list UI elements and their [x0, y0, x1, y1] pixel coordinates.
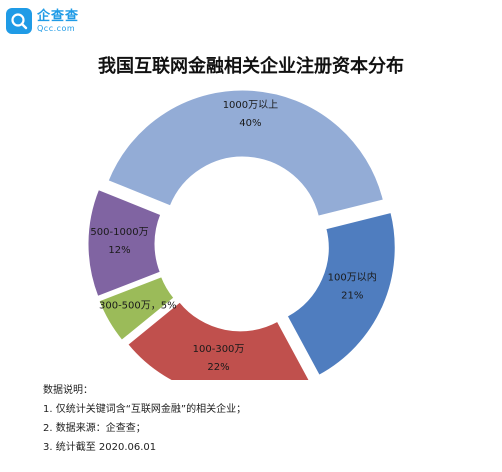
donut-slice [98, 276, 175, 341]
slice-label: 1000万以上 [223, 99, 278, 111]
donut-slice-group: 100-300万 22% [127, 301, 310, 380]
donut-slice-group: 300-500万，5% [98, 276, 177, 341]
donut-chart: 1000万以上 40% 100万以内 21% 100-300万 22% 300-500万，5… [87, 89, 396, 380]
slice-value-label: 40% [239, 118, 261, 129]
donut-slice [127, 301, 310, 380]
slice-value-label: 12% [108, 245, 130, 256]
slice-label: 100-300万 [193, 344, 245, 355]
donut-slice [107, 89, 384, 217]
data-notes: 数据说明： 1. 仅统计关键词含“互联网金融”的相关企业； 2. 数据来源：企查… [43, 381, 246, 457]
slice-label: 100万以内 [328, 271, 377, 284]
slice-value-label: 21% [341, 291, 363, 302]
chart-title: 我国互联网金融相关企业注册资本分布 [98, 56, 404, 77]
note-line: 2. 数据来源：企查查； [43, 423, 146, 434]
donut-slice-group: 500-1000万 12% [87, 188, 162, 298]
note-line: 1. 仅统计关键词含“互联网金融”的相关企业； [43, 404, 247, 415]
brand-name: 企查查 [37, 8, 80, 24]
donut-slice [87, 188, 162, 298]
brand-domain: Qcc.com [37, 23, 76, 33]
qcc-logo: 企查查 Qcc.com [6, 8, 79, 34]
donut-slice-group: 100万以内 21% [286, 211, 396, 376]
slice-label: 300-500万，5% [99, 301, 177, 312]
donut-slice [286, 211, 396, 376]
slice-label: 500-1000万 [90, 227, 148, 238]
donut-slice-group: 1000万以上 40% [107, 89, 384, 217]
notes-heading: 数据说明： [43, 385, 93, 396]
note-line: 3. 统计截至 2020.06.01 [43, 442, 157, 453]
search-logo-icon [6, 8, 32, 34]
slice-value-label: 22% [207, 362, 229, 373]
